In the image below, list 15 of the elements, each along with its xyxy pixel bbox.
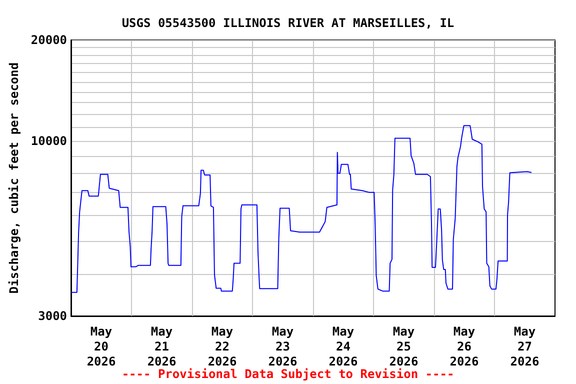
x-tick-label: May 27 2026	[510, 324, 540, 368]
y-tick-label: 3000	[38, 309, 68, 323]
x-tick-label: May 22 2026	[208, 324, 237, 368]
line-series	[71, 125, 532, 293]
x-tick-label: May 24 2026	[328, 324, 358, 368]
x-tick-label: May 20 2026	[86, 324, 116, 368]
x-tick-label: May 25 2026	[389, 324, 418, 368]
text: ---- Provisional Data Subject to Revision ----	[122, 367, 454, 381]
x-tick-label: May 23 2026	[268, 324, 298, 368]
y-axis-title: Discharge, cubic feet per second	[7, 62, 21, 294]
chart-title: USGS 05543500 ILLINOIS RIVER AT MARSEILLES, IL	[122, 16, 454, 30]
y-tick-label: 10000	[30, 134, 68, 148]
x-tick-label: May 26 2026	[450, 324, 479, 368]
x-tick-label: May 21 2026	[147, 324, 176, 368]
y-tick-label: 20000	[30, 33, 68, 47]
